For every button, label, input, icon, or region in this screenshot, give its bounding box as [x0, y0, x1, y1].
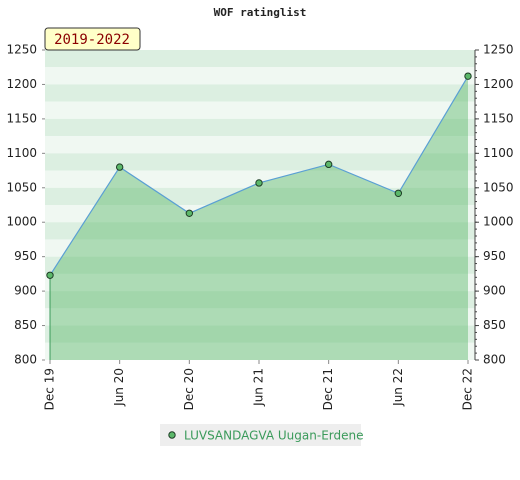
annotation: 2019-2022 [54, 32, 130, 48]
y-tick-label: 1150 [6, 111, 37, 125]
x-tick-label: Dec 22 [461, 368, 475, 410]
y2-tick-label: 950 [483, 249, 506, 263]
plot-band [45, 308, 475, 326]
x-tick-label: Dec 20 [182, 368, 196, 410]
marker [464, 72, 472, 80]
y-tick-label: 1250 [6, 43, 37, 57]
y2-tick-label: 1150 [483, 111, 514, 125]
plot-band [45, 170, 475, 188]
y-tick-label: 1100 [6, 146, 37, 160]
marker [46, 271, 54, 279]
plot-band [45, 118, 475, 137]
marker [394, 189, 403, 197]
plot-band [45, 84, 475, 102]
y-tick-label: 900 [14, 284, 37, 298]
y2-tick-label: 800 [483, 353, 506, 367]
y-tick-label: 1050 [6, 180, 37, 194]
y2-tick-label: 1050 [483, 180, 514, 194]
marker [115, 163, 124, 171]
plot-band [45, 342, 475, 360]
legend-box [160, 424, 361, 446]
plot-band [45, 273, 475, 292]
y2-tick-label: 1100 [483, 146, 514, 160]
annotation-box [44, 27, 141, 51]
x-tick-label: Dec 19 [43, 368, 57, 410]
plot-band [45, 136, 475, 154]
y2-tick-label: 1250 [483, 43, 514, 57]
y2-tick-label: 900 [483, 284, 506, 298]
y-tick-label: 1000 [6, 215, 37, 229]
x-tick-label: Jun 20 [112, 368, 126, 407]
y-tick-label: 950 [14, 249, 37, 263]
y2-tick-label: 1000 [483, 215, 514, 229]
plot-band [45, 222, 475, 240]
y-tick-label: 800 [14, 353, 37, 367]
y-tick-label: 1200 [6, 77, 37, 91]
plot-band [45, 50, 475, 68]
x-tick-label: Jun 21 [252, 368, 266, 407]
y-tick-label: 850 [14, 318, 37, 332]
plot-band [45, 291, 475, 309]
plot-band [45, 239, 475, 257]
plot-band [45, 187, 475, 205]
y2-tick-label: 1200 [483, 77, 514, 91]
legend-marker [168, 431, 176, 439]
chart-title: WOF ratinglist [214, 6, 307, 19]
marker [185, 209, 194, 217]
plot-band [45, 256, 475, 274]
marker [255, 179, 263, 187]
y2-tick-label: 850 [483, 318, 506, 332]
plot-band [45, 325, 475, 343]
x-tick-label: Jun 22 [391, 368, 405, 407]
plot-band [45, 67, 475, 85]
marker [324, 160, 333, 169]
legend-label: LUVSANDAGVA Uugan-Erdene [184, 429, 363, 443]
plot-band [45, 205, 475, 223]
plot-band [45, 153, 475, 171]
area [50, 76, 468, 360]
plot-band [45, 101, 475, 119]
x-tick-label: Dec 21 [321, 368, 335, 410]
